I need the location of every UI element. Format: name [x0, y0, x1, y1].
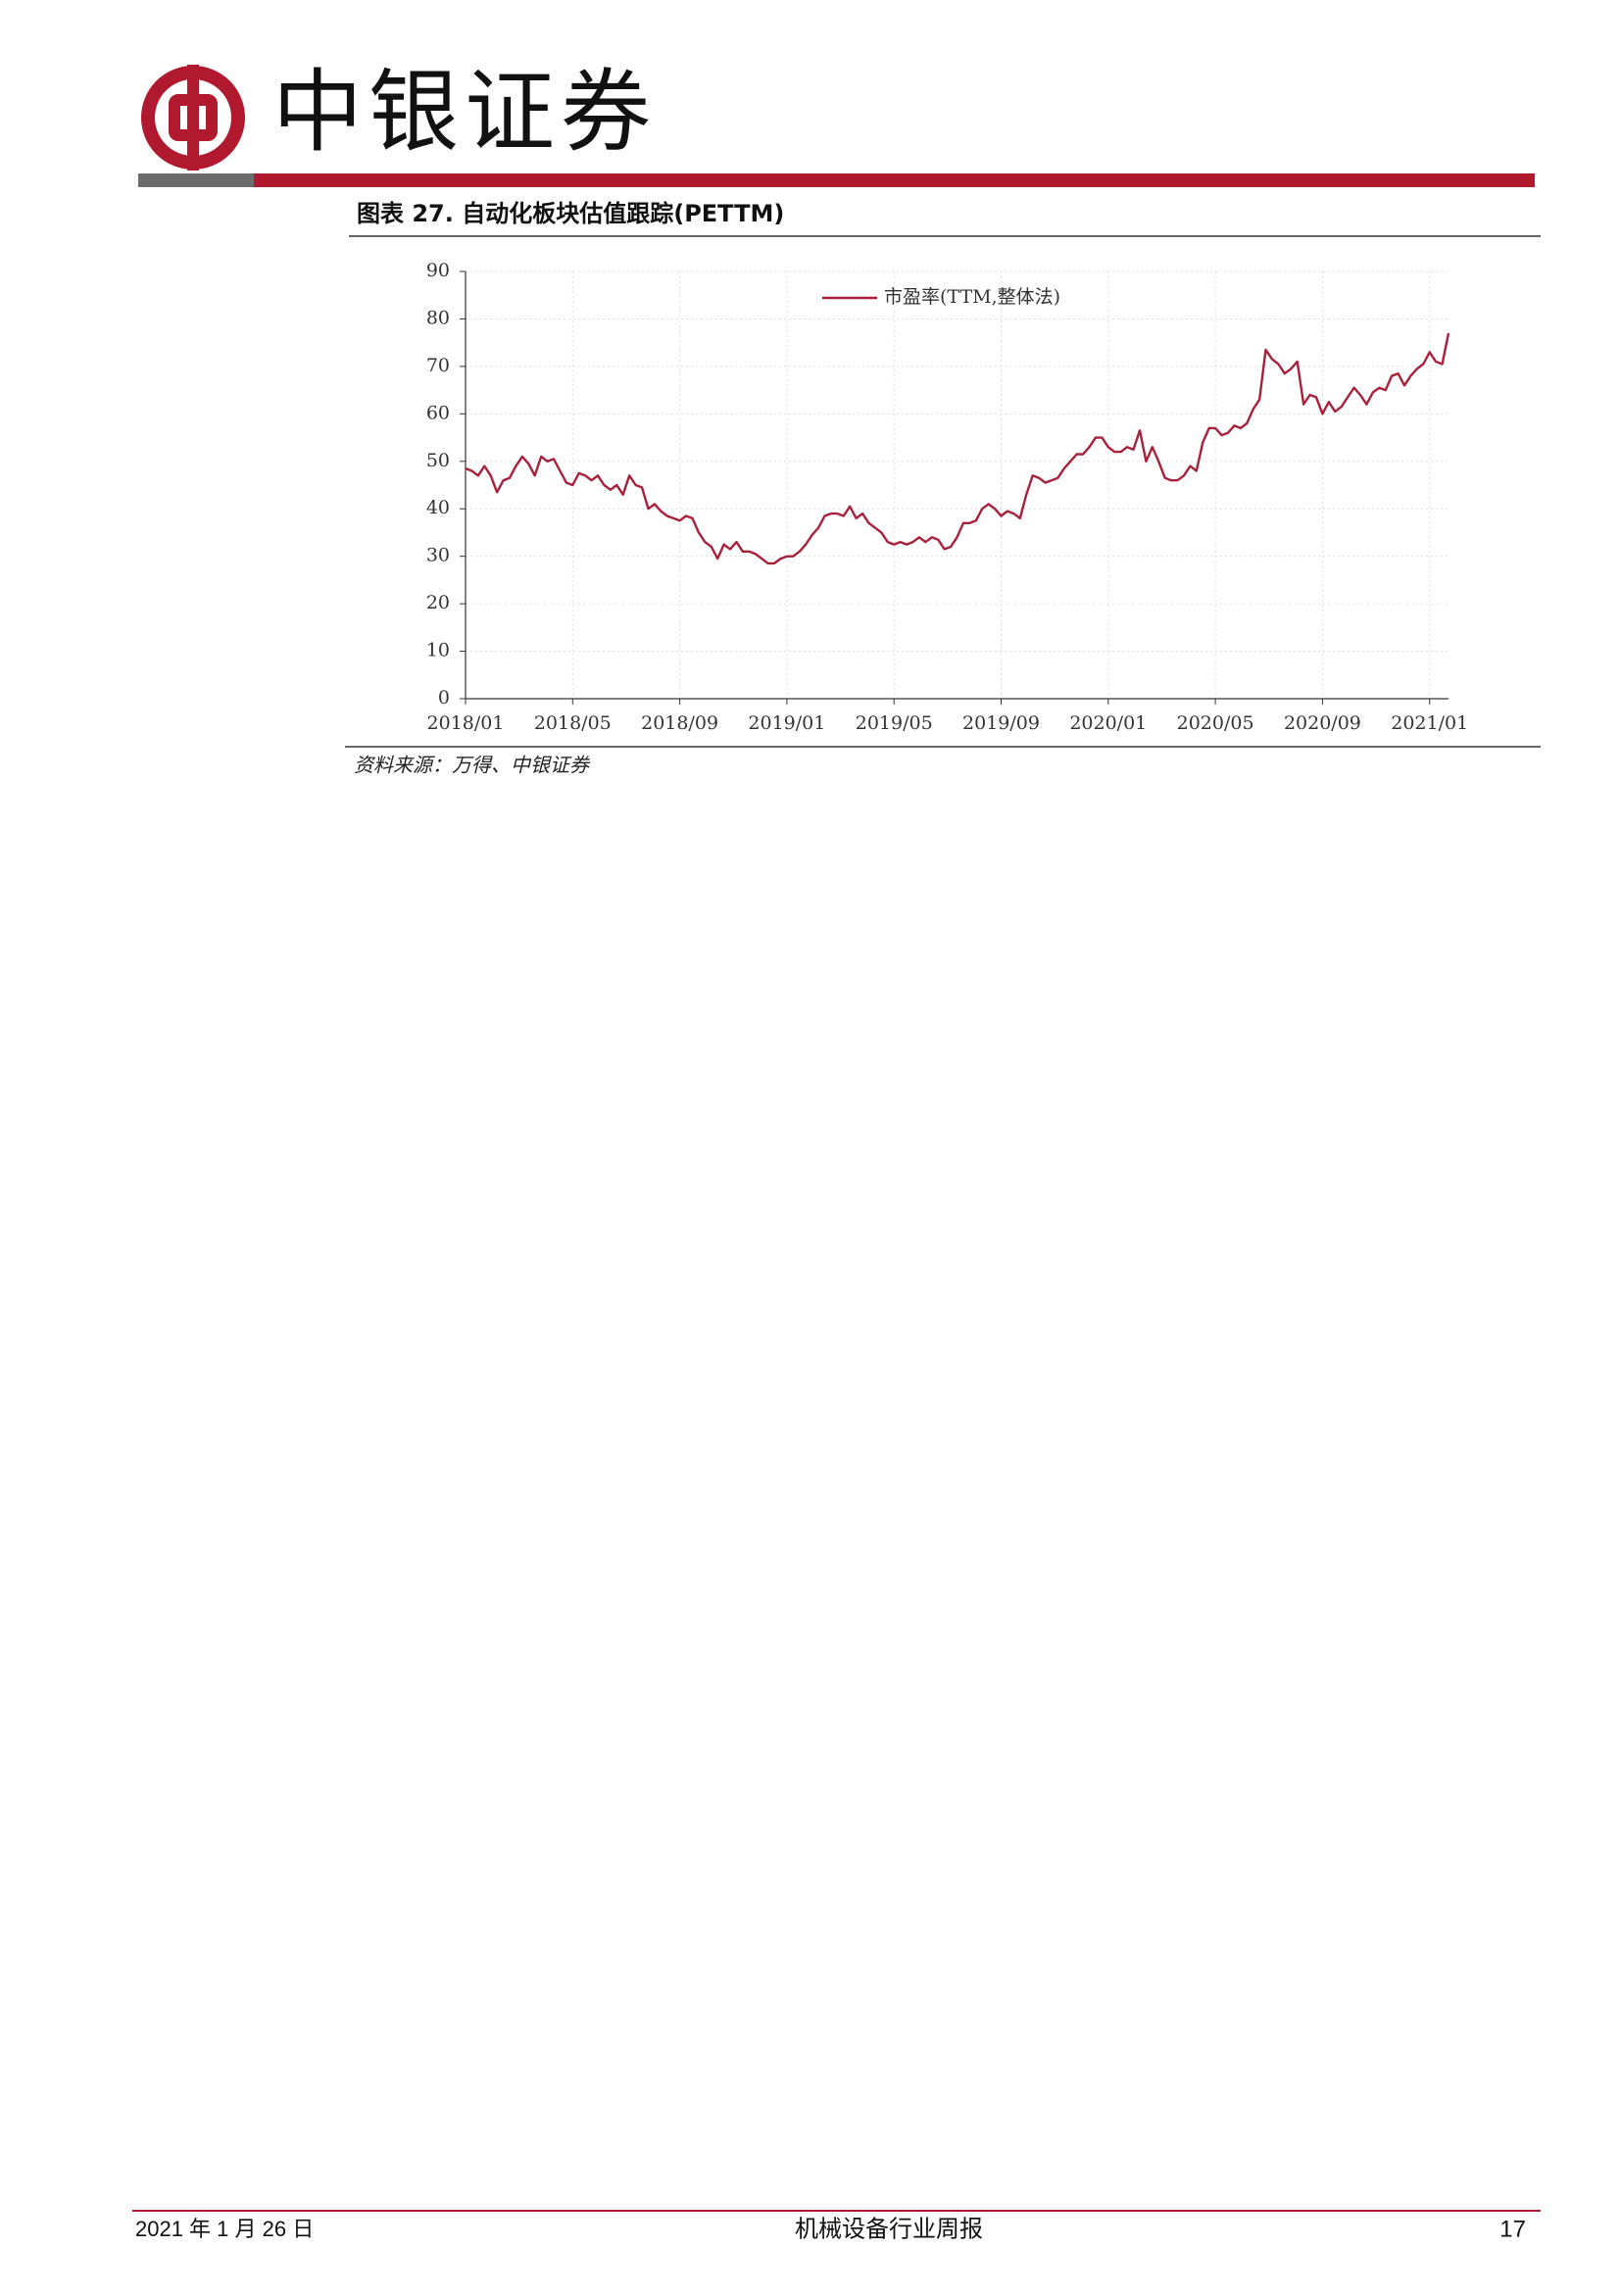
y-tick-label: 40: [426, 497, 450, 518]
x-tick-label: 2020/05: [1177, 712, 1254, 734]
source: 资料来源：万得、中银证券: [354, 754, 591, 777]
x-tick-label: 2019/05: [856, 712, 933, 734]
footer-report: 机械设备行业周报: [795, 2216, 983, 2243]
x-tick-label: 2018/05: [534, 712, 612, 734]
x-tick-label: 2018/01: [427, 712, 505, 734]
x-tick-label: 2019/09: [962, 712, 1040, 734]
figure-title: 图表 27. 自动化板块估值跟踪(PETTM): [357, 200, 784, 227]
x-tick-label: 2019/01: [748, 712, 825, 734]
y-tick-label: 0: [438, 687, 450, 708]
chart: 0 10 20 30 40 50 60 70 80 90 2018/01 2018/05 2018/09…: [426, 260, 1468, 734]
y-tick-label: 10: [426, 640, 450, 661]
x-tick-label: 2021/01: [1391, 712, 1468, 734]
logo-bar: [187, 65, 199, 171]
footer-page: 17: [1499, 2216, 1526, 2242]
x-tick-label: 2020/09: [1284, 712, 1361, 734]
x-tick-label: 2018/09: [641, 712, 718, 734]
header-bar-red: [254, 173, 1535, 187]
legend-label: 市盈率(TTM,整体法): [884, 286, 1060, 308]
x-tick-label: 2020/01: [1069, 712, 1147, 734]
y-tick-label: 70: [426, 355, 450, 376]
brand: 中银证券: [272, 60, 657, 165]
y-tick-label: 60: [426, 402, 450, 423]
y-tick-label: 20: [426, 592, 450, 613]
series-line: [465, 332, 1450, 565]
y-tick-label: 50: [426, 450, 450, 471]
y-tick-label: 30: [426, 545, 450, 566]
header-bar-gray: [138, 173, 254, 187]
y-tick-label: 90: [426, 260, 450, 281]
y-tick-label: 80: [426, 307, 450, 328]
logo: [141, 65, 245, 171]
footer-date: 2021 年 1 月 26 日: [135, 2217, 314, 2241]
